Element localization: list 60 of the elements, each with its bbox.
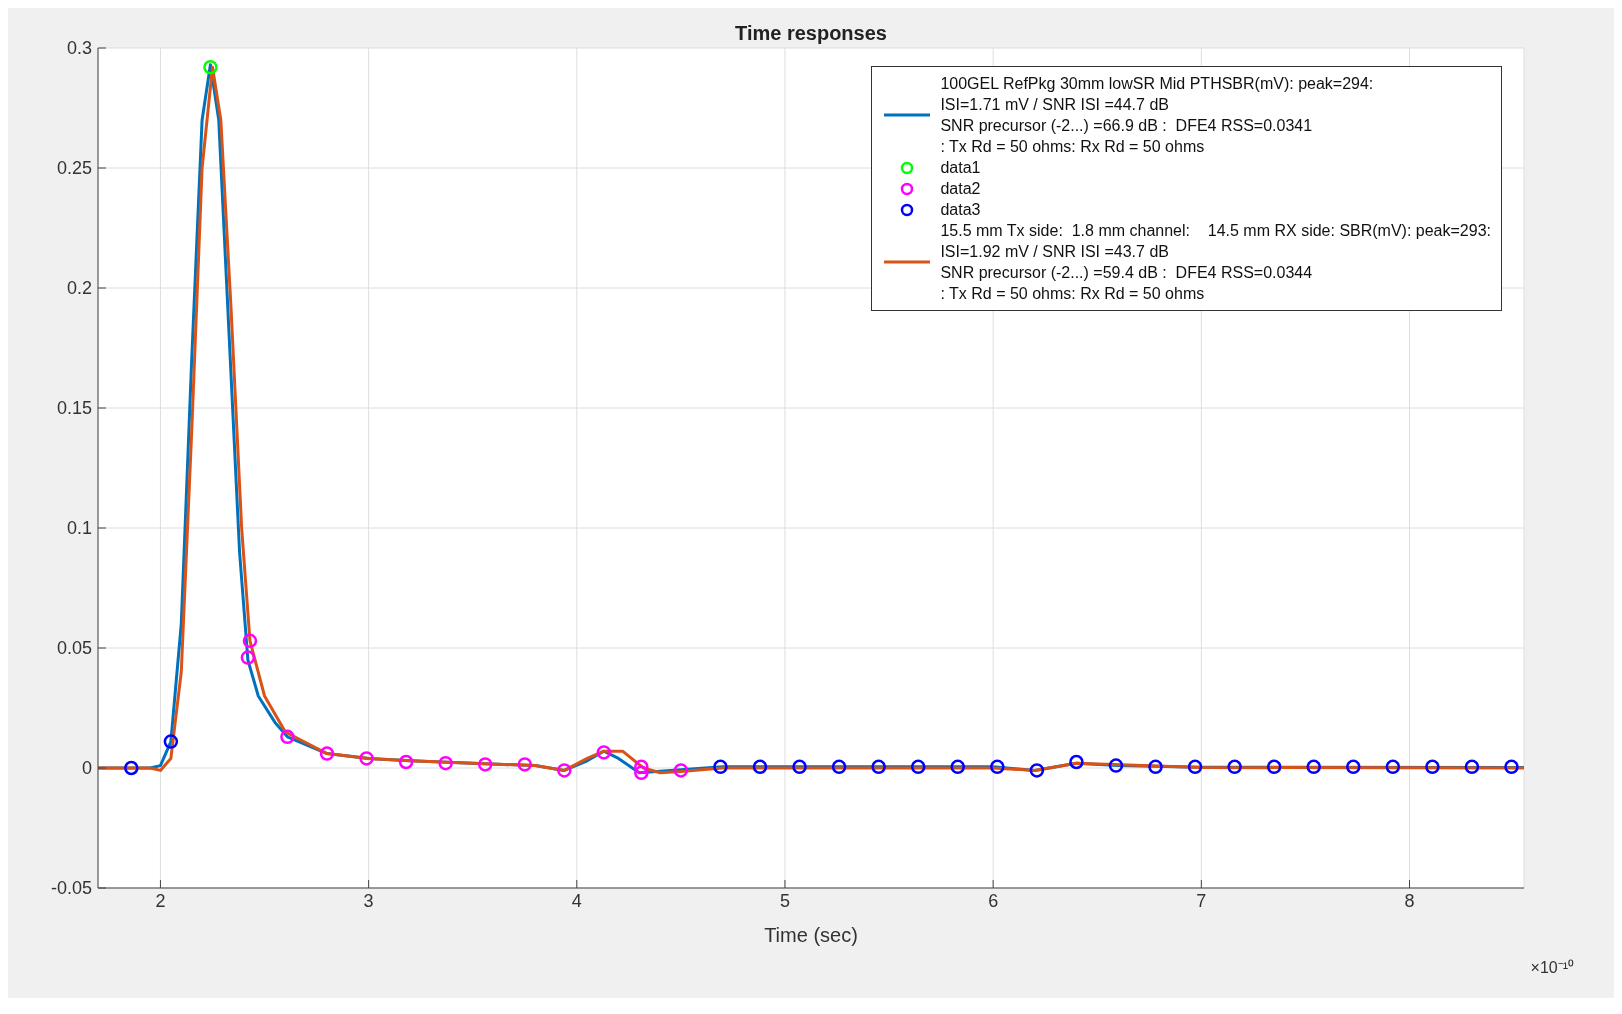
point [1266, 759, 1282, 775]
point [1306, 759, 1321, 775]
point [438, 755, 453, 771]
y-tick-label: 0 [81, 758, 92, 779]
point [477, 757, 493, 772]
point [673, 763, 689, 778]
x-tick-label: 3 [363, 890, 374, 911]
point [1425, 759, 1440, 775]
point [1148, 759, 1163, 775]
x-tick-label: 7 [1196, 890, 1207, 911]
y-tick-label: 0.3 [66, 38, 92, 59]
point [792, 759, 807, 775]
point [871, 759, 886, 775]
y-tick-label: 0.1 [66, 518, 92, 539]
point [990, 759, 1005, 775]
point [1464, 759, 1480, 775]
x-axis-title: Time (sec) [764, 924, 858, 947]
point [831, 759, 847, 775]
point [1385, 759, 1401, 775]
x-tick-label: 5 [779, 890, 790, 911]
y-tick-label: 0.05 [56, 638, 92, 659]
point [1346, 759, 1361, 775]
point [596, 745, 612, 760]
point [124, 760, 139, 776]
point [1504, 759, 1519, 775]
point [1108, 758, 1124, 773]
y-tick-label: 0.25 [56, 158, 92, 179]
legend-label: data1 [940, 158, 981, 178]
point [163, 734, 179, 749]
point [240, 650, 256, 665]
y-tick-label: 0.2 [66, 278, 92, 299]
chart-title: Time responses [735, 22, 887, 44]
x-tick-label: 6 [988, 890, 999, 911]
point [319, 746, 335, 761]
point [713, 759, 728, 775]
text: ×10⁻¹⁰ [1530, 958, 1574, 978]
x-tick-label: 4 [571, 890, 582, 911]
point [752, 759, 768, 775]
point [910, 759, 926, 775]
point [1069, 754, 1084, 770]
x-tick-label: 8 [1404, 890, 1415, 911]
point [1187, 759, 1203, 775]
point [1029, 763, 1045, 778]
point [634, 759, 649, 775]
point [398, 754, 414, 770]
point [203, 59, 218, 75]
point [634, 765, 649, 781]
point [280, 729, 295, 745]
point [517, 757, 533, 772]
legend-label: data3 [940, 200, 981, 220]
y-tick-label: -0.05 [50, 878, 92, 899]
y-tick-label: 0.15 [56, 398, 92, 419]
point [359, 751, 374, 766]
point [557, 763, 572, 778]
x-tick-label: 2 [155, 890, 166, 911]
legend-label: data2 [940, 179, 981, 199]
point [242, 633, 258, 649]
point [1227, 759, 1242, 775]
point [950, 759, 966, 775]
legend-label: 15.5 mm Tx side: 1.8 mm channel: 14.5 mm RX side: SBR(mV): peak=293: ISI=1.92 mV / SNR ISI =43.7 dB SNR precursor (-2...) =59.4 dB : DFE4 RSS=0.0344 : Tx Rd = 50 ohms: Rx Rd = 50 ohms [940, 221, 1491, 304]
